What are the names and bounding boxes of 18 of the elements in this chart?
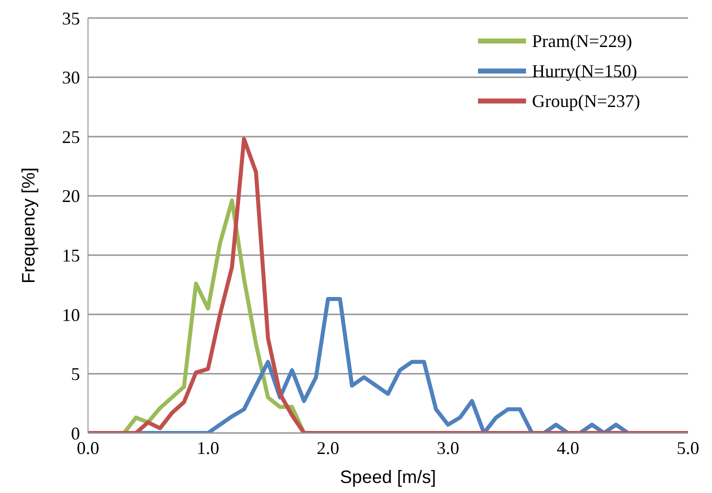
y-tick-label: 35 [62, 8, 80, 28]
y-tick-label: 0 [71, 423, 80, 444]
x-tick-label: 5.0 [676, 438, 700, 458]
y-tick-label: 5 [71, 364, 80, 384]
y-tick-label: 10 [62, 304, 80, 325]
x-tick-label: 2.0 [316, 438, 340, 458]
x-tick-label: 1.0 [196, 438, 220, 458]
x-tick-label: 4.0 [556, 438, 580, 458]
y-axis-title: Frequency [%] [18, 167, 38, 284]
legend-label: Pram(N=229) [532, 30, 632, 53]
x-axis-title: Speed [m/s] [340, 467, 436, 487]
legend-label: Group(N=237) [532, 90, 640, 113]
x-tick-label: 3.0 [436, 438, 460, 458]
y-tick-label: 15 [62, 246, 80, 266]
y-tick-label: 30 [62, 68, 80, 88]
y-tick-label: 25 [62, 126, 80, 147]
y-tick-label: 20 [62, 186, 80, 206]
legend-label: Hurry(N=150) [532, 60, 638, 83]
